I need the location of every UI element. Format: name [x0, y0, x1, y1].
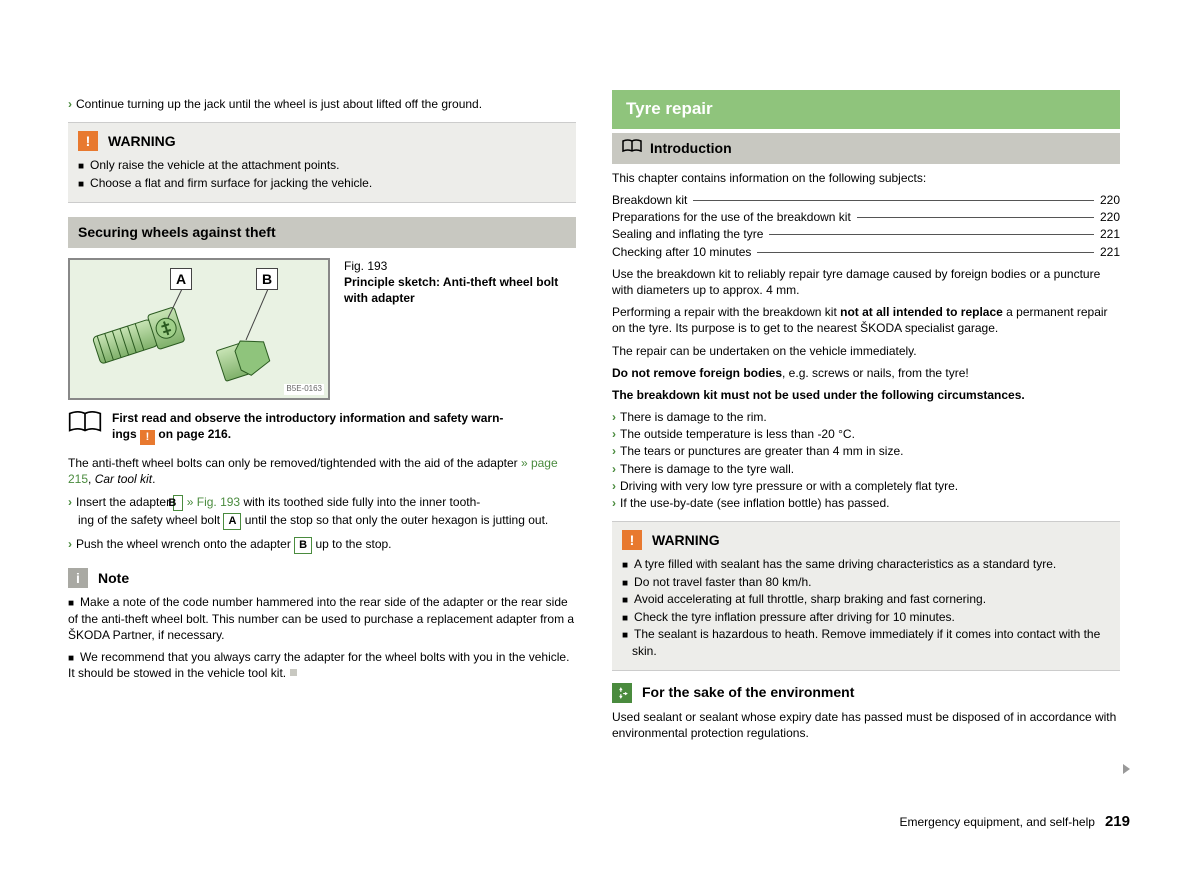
continue-text: Continue turning up the jack until the w… — [76, 97, 482, 111]
toc: Breakdown kit220 Preparations for the us… — [612, 192, 1120, 260]
fig-number: Fig. 193 — [344, 258, 576, 274]
warning-icon: ! — [622, 530, 642, 550]
step-2: ›Push the wheel wrench onto the adapter … — [68, 536, 576, 554]
continue-line: › Continue turning up the jack until the … — [68, 96, 576, 112]
note-header: i Note — [68, 568, 576, 588]
right-column: Tyre repair Introduction This chapter co… — [612, 90, 1120, 747]
warning-list-1: ■Only raise the vehicle at the attachmen… — [78, 157, 566, 191]
page: › Continue turning up the jack until the … — [68, 90, 1132, 747]
ref-b-2: B — [294, 537, 312, 554]
chevron-icon: › — [68, 97, 72, 111]
book-icon-small — [622, 139, 642, 158]
warning-icon: ! — [78, 131, 98, 151]
toc-intro: This chapter contains information on the… — [612, 170, 1120, 186]
fig-label-b: B — [256, 268, 278, 290]
fig-caption: Principle sketch: Anti-theft wheel bolt … — [344, 274, 576, 306]
left-column: › Continue turning up the jack until the … — [68, 90, 576, 747]
section-securing: Securing wheels against theft — [68, 217, 576, 248]
p3: The repair can be undertaken on the vehi… — [612, 343, 1120, 359]
circumstances-list: ›There is damage to the rim. ›The outsid… — [612, 409, 1120, 511]
chapter-title: Tyre repair — [612, 90, 1120, 129]
ref-b: B — [173, 495, 183, 512]
warning-icon-inline: ! — [140, 430, 155, 445]
antitheft-para: The anti-theft wheel bolts can only be r… — [68, 455, 576, 487]
p2: Performing a repair with the breakdown k… — [612, 304, 1120, 336]
p5: The breakdown kit must not be used under… — [612, 387, 1120, 403]
info-icon: i — [68, 568, 88, 588]
book-icon — [68, 410, 102, 438]
first-read: First read and observe the introductory … — [68, 410, 576, 445]
page-footer: Emergency equipment, and self-help 219 — [900, 812, 1131, 832]
toc-row[interactable]: Breakdown kit220 — [612, 192, 1120, 208]
intro-bar: Introduction — [612, 133, 1120, 164]
environment-header: For the sake of the environment — [612, 683, 1120, 703]
fig-label-a: A — [170, 268, 192, 290]
ref-a: A — [223, 513, 241, 530]
continue-icon — [1123, 764, 1130, 774]
section-end-icon — [290, 669, 297, 676]
step-1: ›Insert the adapter B » Fig. 193 with it… — [68, 494, 576, 531]
bolt-illustration — [70, 260, 332, 402]
figure-row: A B B5E-0163 Fig. 193 Principle sketch: … — [68, 258, 576, 400]
note-2: ■We recommend that you always carry the … — [68, 649, 576, 682]
figure-193: A B B5E-0163 — [68, 258, 330, 400]
toc-row[interactable]: Preparations for the use of the breakdow… — [612, 209, 1120, 225]
warning-box-2: ! WARNING ■A tyre filled with sealant ha… — [612, 521, 1120, 671]
toc-row[interactable]: Checking after 10 minutes221 — [612, 244, 1120, 260]
recycle-icon — [612, 683, 632, 703]
fig-caption-block: Fig. 193 Principle sketch: Anti-theft wh… — [344, 258, 576, 307]
page-number: 219 — [1105, 813, 1130, 830]
warning-title: WARNING — [108, 132, 176, 151]
toc-row[interactable]: Sealing and inflating the tyre221 — [612, 226, 1120, 242]
env-text: Used sealant or sealant whose expiry dat… — [612, 709, 1120, 741]
warning-box-1: ! WARNING ■Only raise the vehicle at the… — [68, 122, 576, 203]
fig-code: B5E-0163 — [284, 384, 324, 395]
p4: Do not remove foreign bodies, e.g. screw… — [612, 365, 1120, 381]
p1: Use the breakdown kit to reliably repair… — [612, 266, 1120, 298]
note-1: ■Make a note of the code number hammered… — [68, 594, 576, 643]
